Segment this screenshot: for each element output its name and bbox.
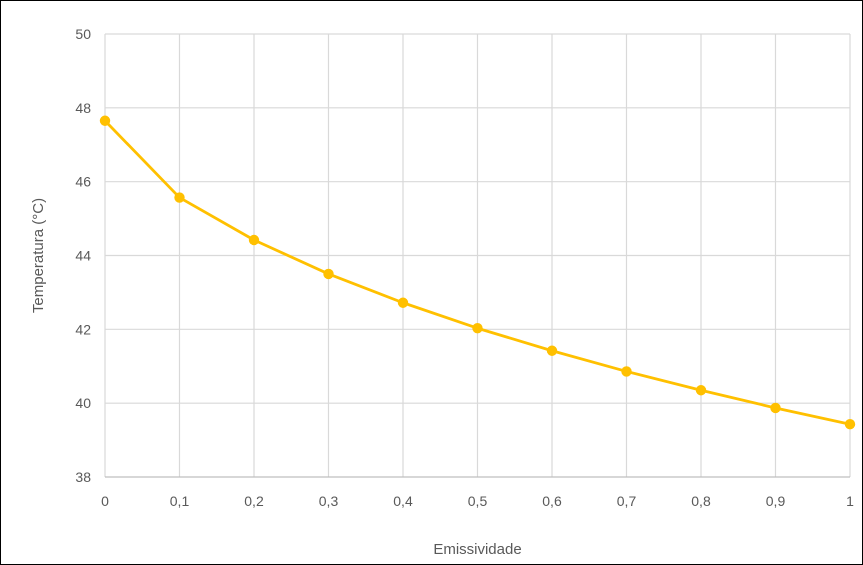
data-point bbox=[695, 385, 707, 396]
y-tick-label: 46 bbox=[75, 174, 91, 190]
y-axis-title: Temperatura (°C) bbox=[30, 198, 47, 313]
data-point bbox=[323, 268, 334, 280]
data-point bbox=[397, 297, 409, 308]
y-tick-label: 50 bbox=[75, 26, 91, 42]
y-tick-label: 48 bbox=[75, 100, 91, 116]
x-axis-title: Emissividade bbox=[433, 541, 521, 558]
gridlines bbox=[104, 33, 851, 477]
data-point bbox=[770, 402, 781, 414]
series-area bbox=[99, 115, 856, 430]
data-point bbox=[248, 234, 260, 246]
x-tick-label: 0,1 bbox=[170, 493, 190, 509]
x-tick-label: 0,8 bbox=[691, 493, 711, 509]
data-point bbox=[99, 115, 111, 126]
x-tick-label: 0,6 bbox=[542, 493, 562, 509]
x-tick-label: 0,9 bbox=[766, 493, 786, 509]
x-tick-label: 0,2 bbox=[244, 493, 264, 509]
y-tick-label: 44 bbox=[75, 248, 91, 264]
y-tick-label: 40 bbox=[75, 395, 91, 411]
x-tick-label: 1 bbox=[846, 493, 854, 509]
x-tick-label: 0,4 bbox=[393, 493, 413, 509]
data-point bbox=[546, 345, 558, 356]
data-point bbox=[174, 192, 185, 203]
data-point bbox=[472, 323, 483, 334]
y-tick-label: 38 bbox=[75, 469, 91, 485]
x-tick-label: 0 bbox=[101, 493, 109, 509]
y-tick-label: 42 bbox=[75, 321, 91, 337]
data-point bbox=[844, 419, 856, 430]
x-tick-label: 0,3 bbox=[319, 493, 339, 509]
tick-labels: 38 40 42 44 46 48 50 0 0,1 0,2 0,3 0,4 0,5 0,6 0,7 0,8 0… bbox=[75, 26, 854, 509]
x-tick-label: 0,7 bbox=[617, 493, 637, 509]
data-point bbox=[621, 366, 632, 377]
x-tick-label: 0,5 bbox=[468, 493, 488, 509]
